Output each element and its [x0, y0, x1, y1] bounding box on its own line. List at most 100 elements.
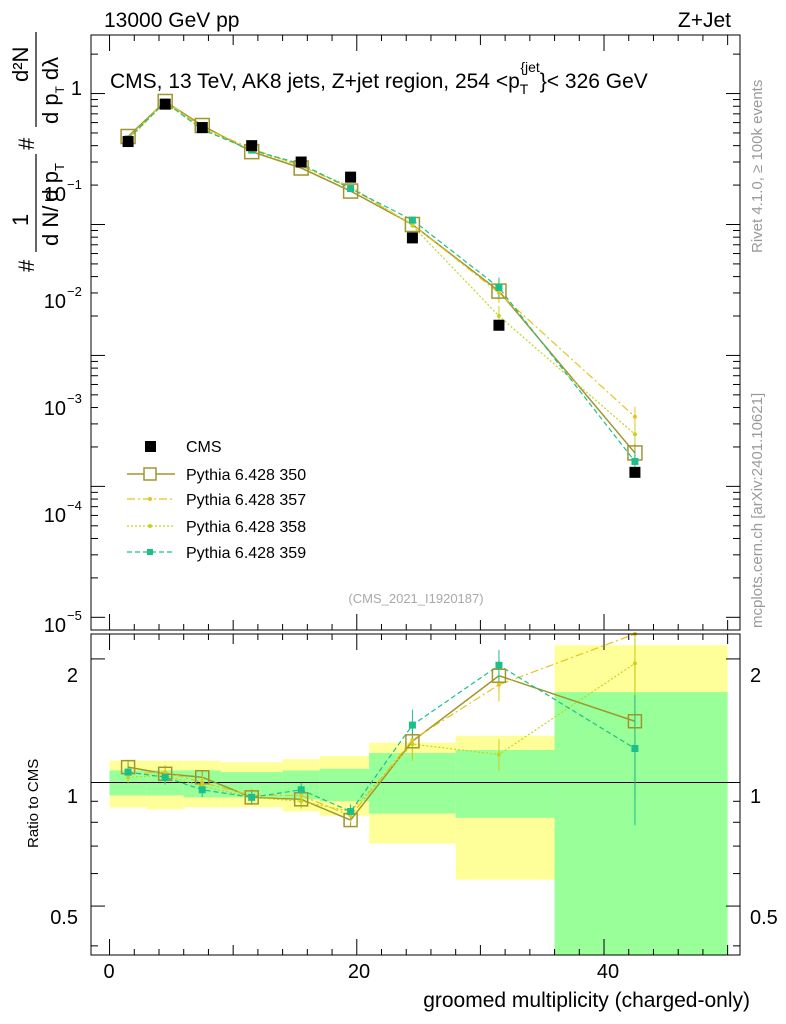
ratio-point-359-0 — [124, 768, 132, 776]
top-point-357-7 — [496, 290, 501, 295]
axis-ticks — [91, 35, 740, 955]
top-point-cms-0 — [122, 136, 134, 148]
top-point-357-8 — [632, 414, 637, 419]
top-line-350 — [127, 100, 636, 454]
svg-text:#: # — [14, 259, 39, 272]
ylab-denom: d p — [38, 93, 63, 124]
title-sub: T — [520, 81, 529, 97]
top-point-cms-6 — [406, 232, 418, 244]
ytick-exp-5: −5 — [67, 608, 82, 623]
top-point-359-8 — [631, 457, 639, 465]
analysis-reference: (CMS_2021_I1920187) — [348, 591, 483, 606]
top-point-cms-7 — [493, 319, 505, 331]
legend-label-cms: CMS — [186, 439, 222, 456]
top-line-359 — [127, 101, 636, 462]
header-left: 13000 GeV pp — [104, 9, 239, 32]
ratio-ytick-left-1: 1 — [67, 786, 78, 808]
ylab-one: 1 — [8, 214, 33, 226]
ytick-exp-2: −2 — [67, 284, 82, 299]
ratio-band-stat-bin-8 — [554, 692, 728, 955]
ratio-point-350-3 — [244, 790, 259, 805]
ratio-point-359-7 — [495, 661, 503, 669]
ratio-point-358-4 — [299, 799, 304, 804]
top-panel-frame — [90, 34, 741, 631]
ylab-dpT: d p — [38, 171, 63, 202]
ytick-label-5: 10 — [44, 615, 66, 637]
ratio-uncertainty-bands — [91, 645, 740, 955]
ratio-point-350-7 — [491, 668, 507, 683]
title-tail: }< 326 GeV — [540, 70, 648, 93]
ratio-band-stat-bin-5 — [319, 768, 370, 802]
ratio-point-357-6 — [410, 737, 415, 742]
data-markers — [120, 93, 643, 828]
ylab-dN: d N — [38, 212, 63, 246]
ytick-label-3: 10 — [44, 398, 66, 420]
ylab-hash1: # — [14, 259, 39, 272]
ratio-point-359-4 — [297, 786, 305, 794]
svg-text:1: 1 — [8, 214, 33, 226]
ylab-numer: d²N — [8, 47, 33, 82]
top-point-358-8 — [632, 432, 637, 437]
ratio-point-358-0 — [126, 775, 131, 780]
ylab-slash: / — [38, 205, 63, 212]
ylab-T: T — [52, 163, 67, 171]
ratio-point-359-3 — [248, 793, 256, 801]
top-point-359-6 — [408, 216, 416, 224]
ratio-point-357-7 — [496, 682, 501, 687]
top-point-cms-8 — [629, 466, 641, 478]
top-line-358 — [127, 101, 636, 435]
top-point-350-5 — [342, 183, 359, 199]
ylab-hash2: # — [14, 137, 39, 150]
plot-title: CMS, 13 TeV, AK8 jets, Z+jet region, 254… — [110, 59, 648, 97]
svg-text:d pTdλ: d pTdλ — [38, 57, 67, 124]
ratio-point-357-1 — [163, 770, 168, 775]
top-point-cms-3 — [246, 140, 258, 152]
ratio-point-359-1 — [161, 773, 169, 781]
xtick-label-40: 40 — [597, 961, 619, 983]
title-sup: {jet — [520, 59, 540, 75]
ratio-point-359-5 — [347, 807, 355, 815]
ratio-point-358-6 — [410, 742, 415, 747]
ratio-ytick-left-05: 0.5 — [50, 907, 78, 929]
ratio-ytick-right-2: 2 — [750, 665, 761, 687]
ratio-point-350-6 — [405, 734, 420, 749]
svg-text:d N/d pT: d N/ d pT — [38, 163, 67, 246]
ytick-label-4: 10 — [44, 505, 66, 527]
legend-marker-350 — [143, 467, 157, 481]
legend-marker-357 — [148, 497, 152, 501]
top-point-358-7 — [496, 314, 501, 319]
ytick-label-2: 10 — [44, 291, 66, 313]
top-line-357 — [127, 100, 636, 418]
title-main: CMS, 13 TeV, AK8 jets, Z+jet region, 254… — [110, 70, 520, 93]
ratio-band-stat-bin-6 — [369, 752, 456, 814]
ratio-point-357-2 — [200, 780, 205, 785]
top-y-tick-labels: 1 10 −1 10 −2 10 −3 10 −4 10 −5 — [44, 78, 82, 637]
header-right: Z+Jet — [678, 9, 731, 32]
legend-label-358: Pythia 6.428 358 — [186, 519, 306, 536]
ratio-ytick-left-2: 2 — [67, 665, 78, 687]
top-point-cms-1 — [159, 98, 171, 110]
top-point-cms-4 — [295, 156, 307, 168]
mcplots-site-label: mcplots.cern.ch [arXiv:2401.10621] — [749, 393, 766, 628]
ratio-point-359-6 — [408, 721, 416, 729]
ratio-point-358-8 — [632, 661, 637, 666]
ylab-dl: dλ — [38, 57, 63, 80]
top-point-359-5 — [347, 185, 355, 193]
ratio-point-358-7 — [496, 752, 501, 757]
ratio-point-359-2 — [198, 786, 206, 794]
top-y-axis-label: # 1 d N/d pT # d²N d pTdλ — [8, 32, 67, 272]
top-point-359-7 — [495, 284, 503, 292]
legend-marker-358 — [148, 524, 152, 528]
legend-marker-359 — [147, 549, 153, 555]
ratio-ytick-right-1: 1 — [750, 786, 761, 808]
ytick-label-0: 1 — [71, 78, 82, 100]
xtick-label-0: 0 — [103, 961, 114, 983]
legend-label-350: Pythia 6.428 350 — [186, 467, 306, 484]
top-point-cms-5 — [345, 171, 357, 183]
top-point-cms-2 — [196, 122, 208, 134]
legend-label-359: Pythia 6.428 359 — [186, 545, 306, 562]
xtick-label-20: 20 — [348, 961, 370, 983]
ratio-y-axis-label: Ratio to CMS — [25, 759, 42, 848]
ratio-point-359-8 — [631, 745, 639, 753]
